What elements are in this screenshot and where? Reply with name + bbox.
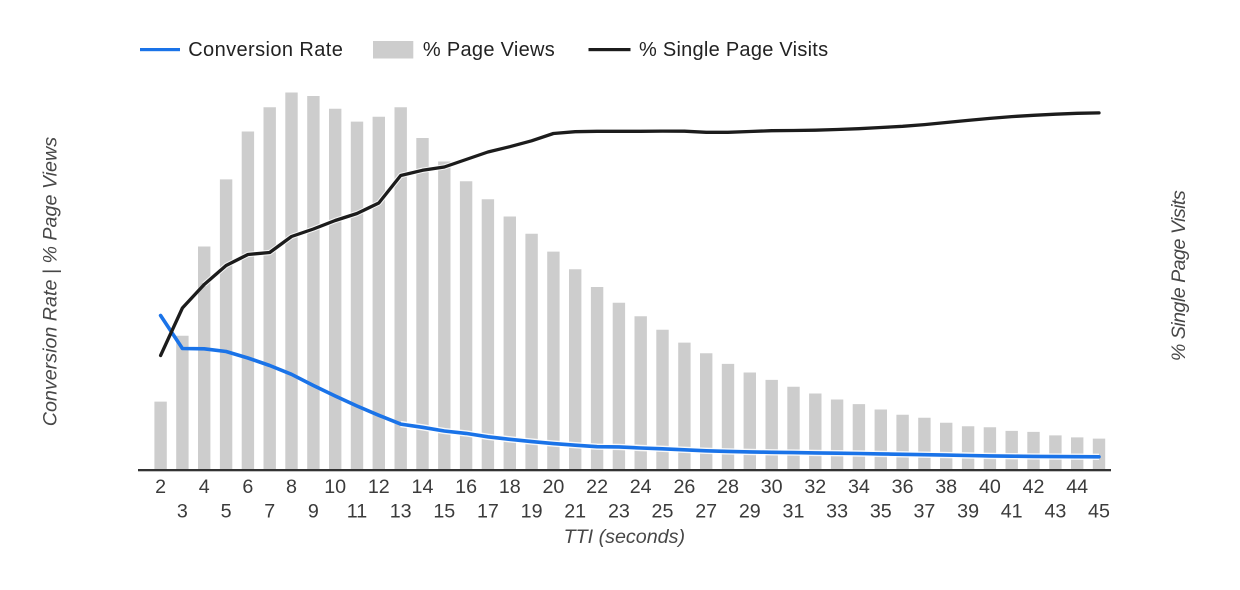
svg-text:38: 38 (935, 476, 957, 498)
svg-text:24: 24 (630, 476, 652, 498)
svg-text:11: 11 (347, 501, 367, 523)
svg-text:5: 5 (221, 501, 232, 523)
svg-text:35: 35 (870, 501, 892, 523)
svg-text:Conversion Rate: Conversion Rate (188, 39, 343, 61)
svg-text:36: 36 (892, 476, 914, 498)
svg-text:13: 13 (390, 501, 412, 523)
svg-text:34: 34 (848, 476, 870, 498)
svg-text:9: 9 (308, 501, 319, 523)
svg-text:% Single Page Visits: % Single Page Visits (1168, 190, 1190, 361)
svg-text:21: 21 (564, 501, 586, 523)
svg-text:33: 33 (826, 501, 848, 523)
svg-text:42: 42 (1023, 476, 1045, 498)
svg-text:12: 12 (368, 476, 390, 498)
svg-text:18: 18 (499, 476, 521, 498)
svg-text:% Page Views: % Page Views (423, 39, 555, 61)
svg-text:10: 10 (324, 476, 346, 498)
svg-text:3: 3 (177, 501, 188, 523)
svg-text:28: 28 (717, 476, 739, 498)
svg-text:45: 45 (1088, 501, 1110, 523)
svg-text:26: 26 (673, 476, 695, 498)
svg-text:40: 40 (979, 476, 1001, 498)
svg-text:37: 37 (913, 501, 935, 523)
svg-text:30: 30 (761, 476, 783, 498)
svg-text:39: 39 (957, 501, 979, 523)
svg-text:% Single Page Visits: % Single Page Visits (639, 39, 828, 61)
svg-text:14: 14 (412, 476, 434, 498)
svg-text:43: 43 (1044, 501, 1066, 523)
svg-text:22: 22 (586, 476, 608, 498)
svg-text:32: 32 (804, 476, 826, 498)
svg-text:27: 27 (695, 501, 717, 523)
svg-text:23: 23 (608, 501, 630, 523)
svg-text:41: 41 (1001, 501, 1023, 523)
svg-text:19: 19 (521, 501, 543, 523)
svg-text:4: 4 (199, 476, 210, 498)
svg-text:6: 6 (242, 476, 253, 498)
svg-text:15: 15 (433, 501, 455, 523)
svg-text:44: 44 (1066, 476, 1088, 498)
svg-text:25: 25 (652, 501, 674, 523)
svg-text:29: 29 (739, 501, 761, 523)
svg-text:20: 20 (542, 476, 564, 498)
svg-text:17: 17 (477, 501, 499, 523)
svg-text:TTI (seconds): TTI (seconds) (564, 526, 685, 548)
svg-text:2: 2 (155, 476, 166, 498)
svg-text:31: 31 (783, 501, 805, 523)
svg-text:Conversion Rate | % Page Views: Conversion Rate | % Page Views (40, 137, 62, 426)
svg-text:7: 7 (264, 501, 275, 523)
svg-text:8: 8 (286, 476, 297, 498)
svg-text:16: 16 (455, 476, 477, 498)
